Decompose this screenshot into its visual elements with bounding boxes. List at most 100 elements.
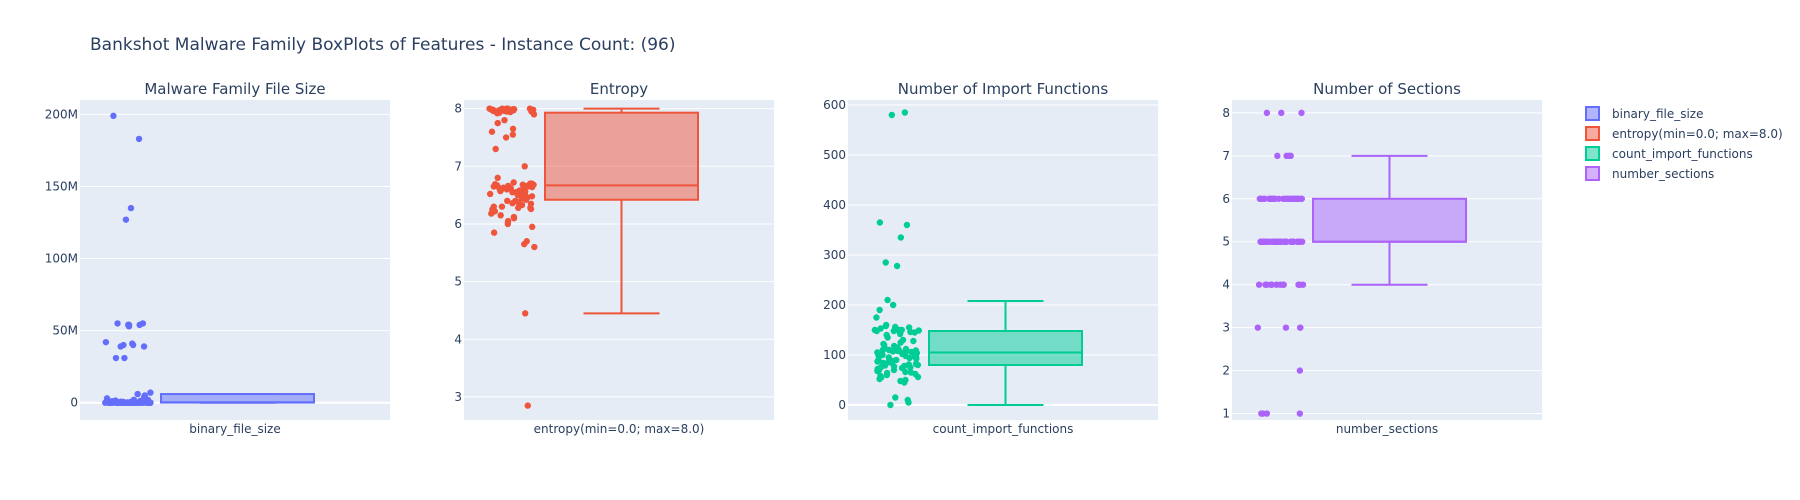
data-point[interactable] — [1296, 410, 1304, 417]
data-point[interactable] — [515, 204, 522, 212]
data-point[interactable] — [507, 108, 514, 116]
data-point[interactable] — [874, 358, 881, 365]
data-point[interactable] — [1255, 281, 1263, 288]
data-point[interactable] — [874, 367, 881, 375]
data-point[interactable] — [136, 321, 143, 329]
data-point[interactable] — [892, 394, 899, 401]
data-point[interactable] — [1285, 152, 1293, 160]
data-point[interactable] — [1275, 195, 1282, 202]
data-point[interactable] — [112, 354, 120, 362]
data-point[interactable] — [1268, 281, 1276, 288]
data-point[interactable] — [1258, 410, 1265, 417]
data-point[interactable] — [1298, 195, 1305, 202]
data-point[interactable] — [509, 131, 517, 138]
data-point[interactable] — [890, 327, 898, 335]
data-point[interactable] — [1281, 195, 1289, 202]
data-point[interactable] — [887, 401, 894, 409]
data-point[interactable] — [122, 216, 130, 223]
legend-item[interactable]: number_sections — [1585, 166, 1714, 181]
data-point[interactable] — [911, 329, 918, 336]
data-point[interactable] — [140, 343, 148, 350]
data-point[interactable] — [494, 110, 501, 117]
data-point[interactable] — [1295, 281, 1302, 288]
data-point[interactable] — [902, 368, 909, 376]
data-point[interactable] — [486, 190, 494, 198]
data-point[interactable] — [504, 220, 512, 228]
data-point[interactable] — [503, 186, 511, 193]
data-point[interactable] — [901, 109, 909, 116]
data-point[interactable] — [494, 174, 501, 182]
legend-item[interactable]: count_import_functions — [1585, 146, 1753, 161]
data-point[interactable] — [1274, 152, 1281, 160]
data-point[interactable] — [1256, 195, 1264, 202]
data-point[interactable] — [903, 221, 911, 229]
data-point[interactable] — [122, 399, 130, 406]
data-point[interactable] — [498, 203, 506, 210]
data-point[interactable] — [913, 355, 920, 363]
data-point[interactable] — [1298, 109, 1305, 117]
data-point[interactable] — [884, 334, 891, 341]
data-point[interactable] — [1269, 195, 1276, 202]
data-point[interactable] — [121, 354, 128, 362]
data-point[interactable] — [497, 212, 504, 219]
data-point[interactable] — [509, 125, 517, 133]
data-point[interactable] — [1278, 109, 1285, 117]
data-point[interactable] — [490, 229, 498, 236]
data-point[interactable] — [492, 145, 499, 153]
data-point[interactable] — [129, 341, 137, 349]
data-point[interactable] — [497, 187, 504, 195]
data-point[interactable] — [521, 240, 528, 248]
data-point[interactable] — [528, 183, 536, 191]
data-point[interactable] — [501, 116, 508, 124]
data-point[interactable] — [879, 346, 886, 354]
data-point[interactable] — [109, 399, 117, 406]
data-point[interactable] — [127, 204, 135, 212]
data-point[interactable] — [907, 364, 914, 371]
data-point[interactable] — [509, 200, 516, 207]
data-point[interactable] — [883, 371, 891, 379]
data-point[interactable] — [522, 196, 530, 203]
data-point[interactable] — [117, 343, 124, 350]
data-point[interactable] — [876, 219, 884, 226]
data-point[interactable] — [896, 330, 904, 338]
data-point[interactable] — [125, 323, 133, 330]
data-point[interactable] — [528, 223, 536, 231]
data-point[interactable] — [1263, 281, 1270, 288]
data-point[interactable] — [910, 337, 917, 345]
data-point[interactable] — [1287, 238, 1294, 245]
data-point[interactable] — [114, 320, 121, 327]
data-point[interactable] — [1263, 109, 1271, 117]
data-point[interactable] — [147, 389, 154, 396]
data-point[interactable] — [110, 112, 117, 120]
data-point[interactable] — [132, 399, 139, 406]
data-point[interactable] — [1270, 238, 1277, 245]
legend-item[interactable]: entropy(min=0.0; max=8.0) — [1585, 126, 1783, 141]
data-point[interactable] — [494, 119, 501, 127]
data-point[interactable] — [1280, 281, 1287, 288]
data-point[interactable] — [135, 135, 143, 143]
data-point[interactable] — [906, 354, 913, 362]
data-point[interactable] — [897, 234, 905, 241]
data-point[interactable] — [879, 351, 886, 359]
data-point[interactable] — [510, 179, 517, 186]
data-point[interactable] — [502, 134, 510, 141]
data-point[interactable] — [873, 327, 880, 335]
data-point[interactable] — [914, 373, 922, 381]
data-point[interactable] — [876, 306, 883, 314]
data-point[interactable] — [1297, 324, 1304, 331]
data-point[interactable] — [102, 338, 110, 346]
data-point[interactable] — [114, 399, 121, 406]
data-point[interactable] — [521, 163, 528, 170]
data-point[interactable] — [1259, 238, 1266, 245]
data-point[interactable] — [512, 189, 520, 196]
data-point[interactable] — [1293, 238, 1301, 245]
data-point[interactable] — [890, 366, 898, 374]
data-point[interactable] — [882, 322, 890, 330]
data-point[interactable] — [894, 347, 901, 355]
data-point[interactable] — [510, 214, 518, 222]
data-point[interactable] — [1254, 324, 1262, 331]
data-point[interactable] — [1261, 195, 1268, 202]
data-point[interactable] — [504, 197, 511, 205]
data-point[interactable] — [488, 128, 496, 135]
data-point[interactable] — [1282, 324, 1290, 331]
